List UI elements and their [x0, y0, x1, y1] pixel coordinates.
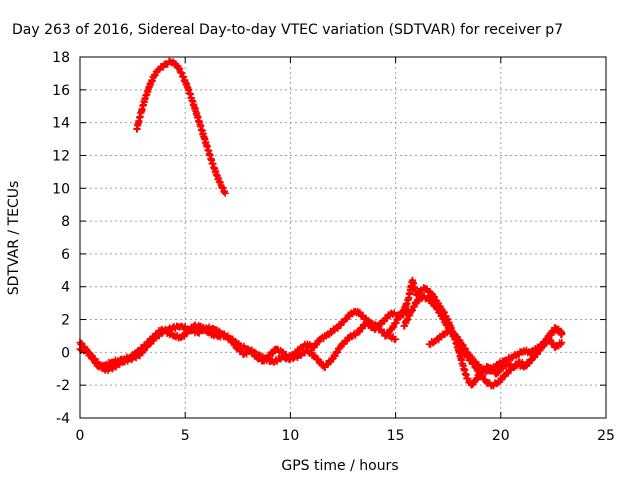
x-tick-label: 20 [492, 428, 510, 444]
axis-ticks: 0 5 10 15 20 25 -4 -2 0 2 4 6 8 10 12 14 16 18 [52, 50, 615, 444]
y-tick-label: 4 [61, 280, 70, 296]
y-tick-label: 6 [61, 247, 70, 263]
data-point [557, 327, 565, 335]
y-axis-label: SDTVAR / TECUs [6, 181, 22, 296]
y-tick-label: -2 [56, 378, 70, 394]
x-tick-label: 10 [281, 428, 299, 444]
y-tick-label: 0 [61, 345, 70, 361]
chart-title: Day 263 of 2016, Sidereal Day-to-day VTE… [12, 22, 563, 38]
y-tick-label: 8 [61, 214, 70, 230]
y-tick-label: 10 [52, 181, 70, 197]
x-axis-label: GPS time / hours [281, 458, 398, 474]
y-tick-label: 2 [61, 313, 70, 329]
series-arc-1 [133, 57, 229, 197]
series-arc-6 [425, 324, 566, 376]
plot-frame [79, 56, 607, 419]
data-point [231, 338, 239, 346]
series-arc-4 [381, 276, 566, 389]
x-tick-label: 15 [387, 428, 405, 444]
x-tick-label: 5 [181, 428, 190, 444]
x-tick-label: 25 [597, 428, 615, 444]
data-point [558, 339, 566, 347]
series-arc-5 [400, 292, 566, 390]
y-tick-label: -4 [56, 411, 70, 427]
y-tick-label: 14 [52, 116, 70, 132]
data-point [558, 329, 566, 337]
x-tick-label: 0 [76, 428, 85, 444]
y-tick-label: 18 [52, 50, 70, 66]
data-point [543, 335, 551, 343]
data-marks [76, 57, 566, 390]
data-point [430, 293, 438, 301]
data-point [549, 328, 557, 336]
data-point [392, 335, 400, 343]
data-point [342, 337, 350, 345]
y-tick-label: 12 [52, 148, 70, 164]
y-tick-label: 16 [52, 83, 70, 99]
data-point [221, 189, 229, 197]
